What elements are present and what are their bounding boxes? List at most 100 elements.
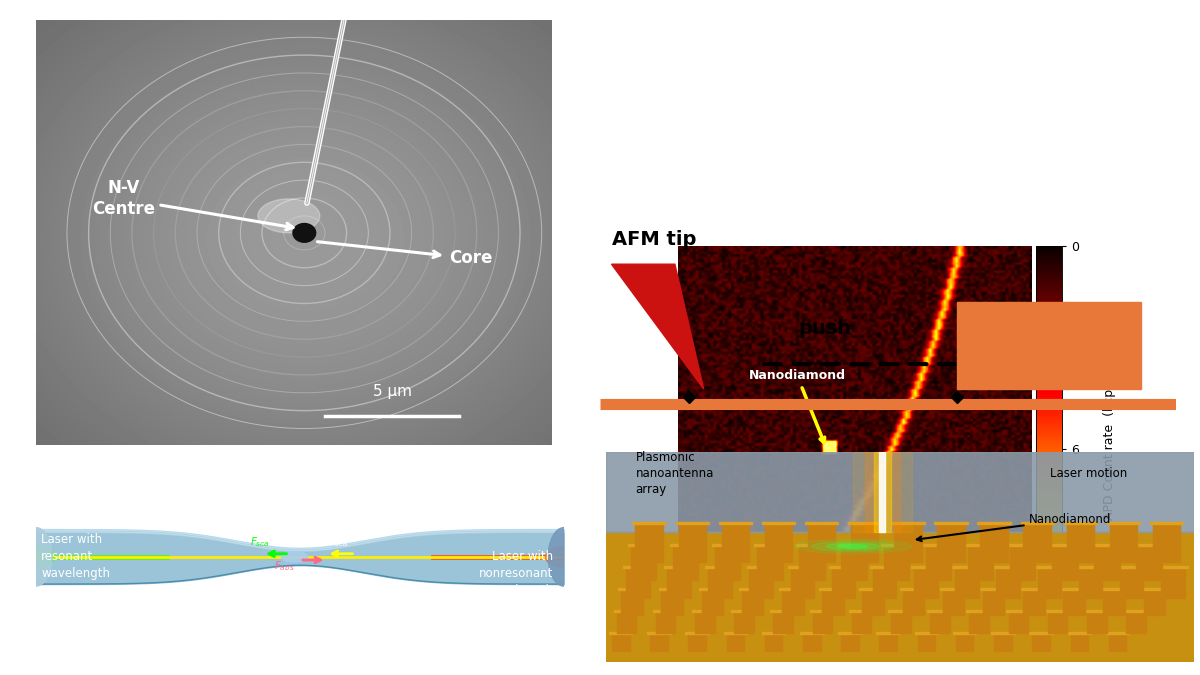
Bar — [1076, 566, 1105, 568]
Bar — [980, 588, 1008, 591]
Ellipse shape — [812, 541, 894, 551]
Bar — [673, 547, 698, 580]
Bar — [787, 566, 817, 568]
Bar — [805, 522, 839, 524]
Bar — [970, 612, 989, 633]
Polygon shape — [880, 452, 886, 532]
Text: $F_{sca}$: $F_{sca}$ — [395, 483, 419, 498]
Bar — [698, 588, 726, 591]
Bar — [1158, 566, 1188, 568]
Bar — [848, 610, 875, 612]
Bar — [829, 566, 858, 568]
Bar — [762, 522, 796, 524]
Bar — [1007, 544, 1038, 547]
Bar — [655, 612, 676, 633]
Text: Laser with
resonant
wavelength: Laser with resonant wavelength — [41, 533, 110, 580]
Bar — [1091, 544, 1123, 547]
Bar — [1020, 522, 1054, 524]
Bar — [958, 302, 1141, 389]
Bar — [1063, 591, 1085, 616]
Bar — [841, 547, 866, 580]
Y-axis label: APD Count rate  (kcps): APD Count rate (kcps) — [1103, 377, 1116, 520]
Bar — [770, 610, 796, 612]
Bar — [782, 591, 804, 616]
Bar — [800, 632, 823, 634]
Bar — [670, 544, 701, 547]
Bar — [626, 568, 649, 597]
Bar — [1068, 632, 1091, 634]
Bar — [726, 634, 744, 651]
Circle shape — [282, 551, 308, 562]
Bar — [667, 568, 691, 597]
Bar — [914, 568, 937, 597]
Bar — [773, 612, 793, 633]
Bar — [1032, 634, 1050, 651]
Bar — [994, 566, 1022, 568]
Bar — [832, 568, 856, 597]
Bar — [653, 610, 678, 612]
Bar — [1141, 588, 1168, 591]
Ellipse shape — [794, 539, 912, 554]
Bar — [1120, 568, 1144, 597]
Bar — [918, 634, 935, 651]
Bar — [1123, 610, 1148, 612]
Bar — [608, 632, 632, 634]
Ellipse shape — [827, 543, 880, 549]
Bar — [757, 547, 782, 580]
Bar — [911, 566, 941, 568]
Bar — [980, 524, 1008, 562]
Circle shape — [293, 223, 316, 242]
Bar — [661, 591, 683, 616]
Bar — [902, 591, 924, 616]
Bar — [978, 522, 1010, 524]
Bar — [1150, 522, 1183, 524]
Bar — [1126, 612, 1146, 633]
Bar — [812, 612, 832, 633]
Bar — [1024, 524, 1051, 562]
Bar — [883, 547, 910, 580]
Polygon shape — [853, 452, 912, 532]
Bar — [750, 568, 773, 597]
Bar — [631, 547, 656, 580]
Bar — [1106, 522, 1140, 524]
Bar — [715, 547, 740, 580]
Bar — [685, 632, 709, 634]
Bar — [943, 591, 965, 616]
Polygon shape — [865, 452, 900, 532]
Ellipse shape — [258, 199, 319, 233]
Text: 5 μm: 5 μm — [372, 383, 412, 399]
Ellipse shape — [546, 547, 582, 567]
Bar — [695, 612, 714, 633]
Bar — [706, 566, 734, 568]
Bar — [1110, 524, 1138, 562]
Bar — [754, 544, 786, 547]
Bar — [1079, 568, 1103, 597]
Bar — [839, 544, 870, 547]
Text: $F_{abs}$: $F_{abs}$ — [274, 560, 294, 573]
Bar — [791, 568, 814, 597]
Bar — [1034, 566, 1064, 568]
Bar — [859, 588, 887, 591]
Bar — [872, 568, 896, 597]
Bar — [618, 588, 646, 591]
Bar — [764, 634, 782, 651]
Bar — [822, 591, 844, 616]
Bar — [968, 547, 994, 580]
Ellipse shape — [20, 528, 52, 586]
Bar — [1045, 610, 1070, 612]
Bar — [632, 522, 666, 524]
Text: Nanodiamond: Nanodiamond — [917, 513, 1111, 541]
Text: Nanodiamond: Nanodiamond — [749, 369, 846, 443]
Bar — [955, 568, 979, 597]
Bar — [894, 524, 922, 562]
Bar — [876, 632, 900, 634]
Text: $F_{sca}$: $F_{sca}$ — [250, 535, 270, 549]
Bar — [914, 632, 938, 634]
Bar — [1117, 566, 1146, 568]
Bar — [1144, 591, 1165, 616]
Bar — [1153, 524, 1181, 562]
Polygon shape — [612, 264, 703, 389]
Bar — [820, 588, 847, 591]
Bar — [808, 524, 835, 562]
Bar — [622, 591, 643, 616]
